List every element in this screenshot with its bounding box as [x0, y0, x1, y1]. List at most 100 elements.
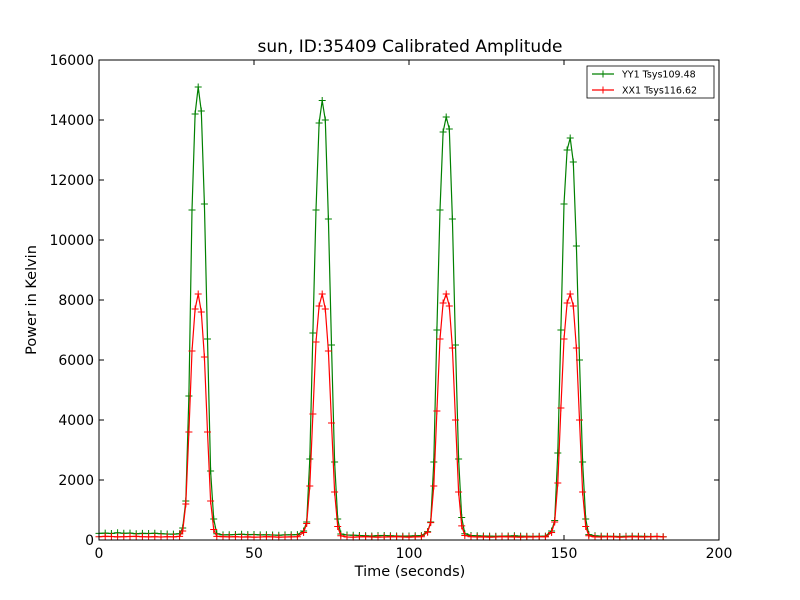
data-point [293, 533, 301, 541]
data-point [197, 308, 205, 316]
data-point [138, 533, 146, 541]
data-point [517, 533, 525, 541]
data-point [321, 305, 329, 313]
plot-area [95, 83, 667, 541]
data-point [628, 533, 636, 541]
data-point [563, 146, 571, 154]
y-axis: 0 2000 4000 6000 8000 10000 12000 14000 16000 [49, 53, 719, 549]
data-point [634, 533, 642, 541]
data-point [473, 533, 481, 541]
data-point [368, 533, 376, 541]
data-point [176, 532, 184, 540]
data-point [185, 428, 193, 436]
data-point [114, 533, 122, 541]
data-point [331, 488, 339, 496]
data-point [455, 488, 463, 496]
data-point [188, 206, 196, 214]
data-point [510, 533, 518, 541]
legend-marker [599, 86, 607, 94]
y-tick-label: 4000 [58, 413, 94, 429]
plot-frame [98, 59, 720, 541]
data-point [315, 119, 323, 127]
data-point [132, 532, 140, 540]
data-point [238, 533, 246, 541]
data-point [439, 128, 447, 136]
data-point [582, 523, 590, 530]
data-point [306, 482, 314, 490]
data-point [210, 515, 218, 523]
data-point [647, 533, 655, 541]
data-point [362, 533, 370, 541]
data-point [194, 83, 202, 91]
x-tick-label: 100 [396, 546, 423, 562]
legend: YY1 Tsys109.48 XX1 Tsys116.62 [586, 65, 715, 99]
data-point [585, 532, 593, 540]
data-point [597, 533, 605, 541]
data-point [393, 533, 401, 541]
data-point [231, 533, 239, 541]
data-point [300, 529, 308, 536]
y-tick-label: 12000 [49, 173, 94, 189]
data-point [399, 533, 407, 541]
data-point [557, 404, 565, 412]
data-point [424, 528, 432, 536]
data-point [430, 482, 438, 490]
data-point [275, 533, 283, 541]
data-point [210, 526, 218, 533]
data-point [452, 416, 459, 424]
legend-label: YY1 Tsys109.48 [621, 70, 696, 81]
data-point [200, 353, 208, 361]
data-point [576, 416, 583, 424]
x-tick-label: 150 [551, 546, 578, 562]
data-point [179, 527, 187, 535]
data-point [309, 329, 317, 337]
y-tick-label: 6000 [58, 353, 94, 369]
data-point [126, 533, 134, 541]
data-point [328, 419, 335, 427]
data-point [191, 110, 199, 118]
data-point [163, 533, 171, 541]
data-point [182, 500, 190, 508]
data-point [281, 533, 289, 541]
y-tick-label: 10000 [49, 233, 94, 249]
data-point [200, 200, 208, 208]
data-point [603, 533, 611, 541]
data-point [653, 533, 661, 541]
legend-marker [599, 70, 607, 78]
data-point [411, 533, 419, 541]
data-point [572, 242, 580, 250]
data-point [569, 302, 577, 310]
data-point [334, 523, 342, 530]
data-point [315, 302, 323, 310]
data-point [529, 533, 537, 541]
data-point [579, 488, 587, 496]
data-point [213, 532, 221, 540]
data-point [445, 302, 453, 310]
data-point [145, 533, 153, 541]
data-point [551, 518, 559, 526]
data-point [427, 519, 435, 527]
data-point [433, 326, 441, 334]
data-point [554, 479, 562, 487]
data-point [560, 200, 568, 208]
data-point [622, 533, 630, 541]
data-point [204, 428, 211, 436]
data-point [455, 455, 463, 463]
data-point [204, 335, 211, 343]
data-point [433, 407, 441, 415]
data-point [442, 290, 450, 298]
data-point [436, 206, 444, 214]
data-point [328, 341, 335, 349]
data-point [262, 533, 270, 541]
data-point [287, 533, 295, 541]
data-point [572, 344, 580, 352]
data-point [557, 326, 565, 334]
data-point [244, 533, 252, 541]
y-tick-label: 16000 [49, 53, 94, 69]
data-point [107, 533, 115, 541]
data-point [616, 533, 624, 541]
data-point [194, 290, 202, 298]
x-tick-label: 200 [706, 546, 733, 562]
data-point [157, 533, 165, 541]
